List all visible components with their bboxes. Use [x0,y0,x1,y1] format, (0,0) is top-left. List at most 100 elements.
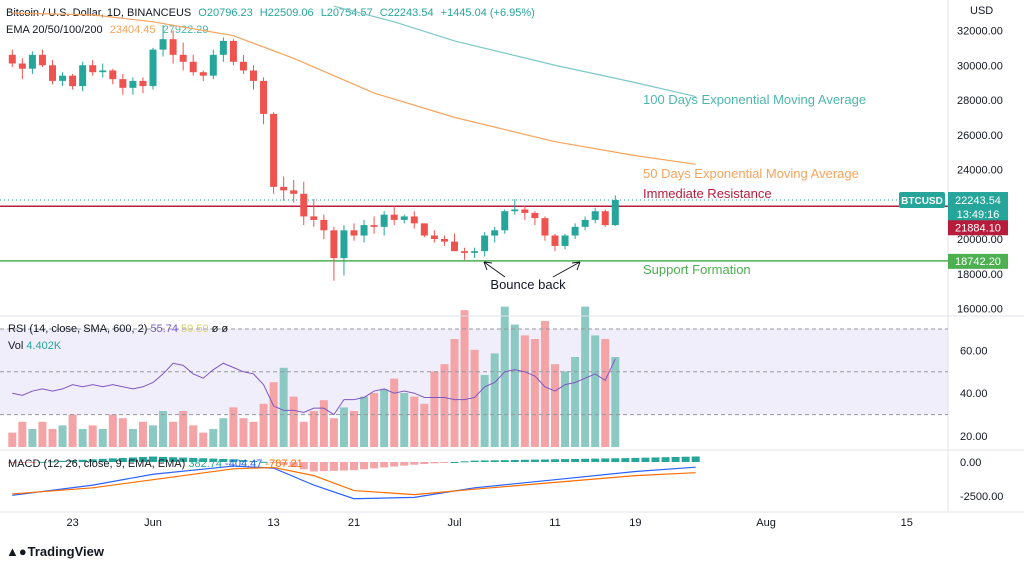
macd-histogram-bar [289,462,298,468]
candle-down [109,70,117,80]
volume-bar [229,407,238,447]
candle-down [290,190,298,194]
macd-histogram-bar [299,462,308,470]
ema50-annotation: 50 Days Exponential Moving Average [643,166,859,181]
macd-histogram-bar [490,460,499,462]
volume-bar [500,306,509,447]
macd-histogram-bar [671,456,680,462]
macd-histogram-bar [98,458,107,462]
price-tick-label: 26000.00 [957,130,1003,142]
candle-down [330,230,338,259]
vol-legend: Vol 4.402K [8,340,62,352]
candle-down [69,75,77,87]
volume-bar [591,335,600,447]
ema-value-50: 23404.45 [109,24,156,36]
candle-down [139,80,147,87]
candle-up [219,40,227,55]
time-tick-label: 21 [348,517,360,529]
volume-bar [601,339,610,447]
candle-down [300,193,308,217]
tradingview-brand[interactable]: ▲● TradingView [6,544,104,559]
ohlc-open: O20796.23 [198,7,253,19]
volume-bar [329,418,338,447]
volume-bar [199,432,208,447]
currency-label: USD [970,5,993,17]
macd-histogram-bar [440,462,449,463]
candle-countdown: 13:49:16 [957,209,1000,221]
last-price-tag [948,192,1008,223]
volume-bar [571,357,580,447]
candle-up [209,54,217,76]
volume-bar [440,364,449,447]
macd-histogram-bar [420,462,429,465]
macd-histogram-bar [551,459,559,462]
macd-signal-line [12,466,696,496]
candle-up [360,225,368,236]
candle-down [440,239,448,242]
volume-bar [510,324,519,447]
ema-legend[interactable]: EMA 20/50/100/200 23404.45 27922.29 [6,24,213,36]
volume-bar [430,371,439,447]
volume-bar [611,357,620,447]
macd-histogram-bar [339,462,348,471]
volume-bar [551,364,559,447]
volume-bar [420,403,429,447]
support-price-tag [948,253,1008,269]
candle-down [169,39,177,55]
volume-bar [339,407,348,447]
macd-histogram-bar [621,458,630,462]
macd-histogram-bar [229,459,238,462]
macd-histogram-bar [48,461,57,463]
candle-down [320,219,328,231]
ohlc-high: H22509.06 [259,7,314,19]
resistance-price-tag [948,220,1008,236]
volume-bar [520,335,529,447]
macd-histogram-bar [279,462,288,465]
macd-histogram-bar [350,462,358,471]
candle-up [511,209,519,212]
candle-down [461,251,469,253]
macd-tick-label: 0.00 [960,457,981,469]
rsi-tick-label: 20.00 [960,431,988,443]
volume-bar [561,371,570,447]
macd-histogram-bar [540,459,549,462]
macd-histogram-bar [390,462,399,467]
time-tick-label: Jul [447,517,461,529]
candle-up [481,235,489,252]
volume-bar [38,421,47,447]
macd-histogram-bar [259,461,268,463]
volume-bar [118,418,127,447]
macd-histogram-bar [159,456,168,462]
candle-up [129,80,137,88]
macd-histogram-bar [581,458,590,462]
volume-bar [78,429,87,447]
rsi-tick-label: 40.00 [960,388,988,400]
time-tick-label: Aug [756,517,776,529]
price-tick-label: 16000.00 [957,304,1003,316]
candle-down [310,216,318,220]
candle-down [49,65,56,81]
candle-down [451,241,458,252]
volume-bar [259,403,268,447]
macd-histogram-bar [561,459,570,462]
candle-down [38,54,46,66]
candle-up [380,214,388,227]
candle-up [400,216,408,220]
symbol-tag-label: BTCUSD [901,196,943,207]
candle-up [340,230,348,259]
ohlc-change: +1445.04 (+6.95%) [440,7,535,19]
resistance-price-value: 21884.10 [955,222,1001,234]
resistance-annotation: Immediate Resistance [643,186,772,201]
bounce-annotation: Bounce back [490,277,566,292]
volume-bar [179,411,188,447]
candle-down [229,40,237,62]
candle-up [59,75,67,81]
volume-bar [350,411,358,447]
macd-histogram-bar [128,457,137,462]
macd-histogram-bar [450,462,459,463]
macd-histogram-bar [460,461,469,463]
candle-down [119,79,127,88]
candle-up [471,251,479,253]
bounce-arrow-right [552,261,581,278]
